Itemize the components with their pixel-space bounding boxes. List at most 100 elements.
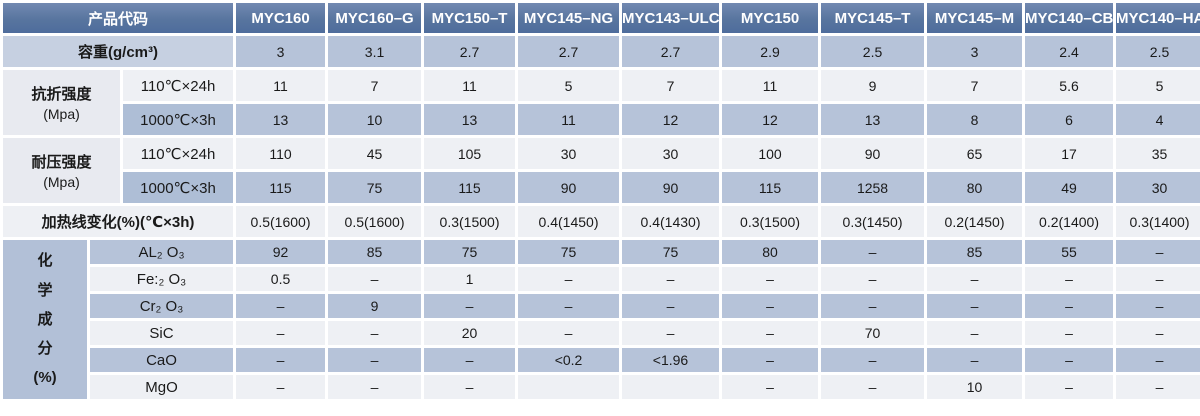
sic-value: – [722, 321, 819, 345]
mgo-value: – [821, 375, 925, 399]
density-value: 3 [236, 36, 326, 67]
compressive-110c-value: 35 [1116, 138, 1200, 169]
sic-value: – [1116, 321, 1200, 345]
cr2o3-value: – [1116, 294, 1200, 318]
column-header-myc160-g: MYC160–G [328, 3, 422, 33]
al2o3-value: 75 [424, 240, 516, 264]
column-header-myc140-ha: MYC140–HA [1116, 3, 1200, 33]
density-row-label: 容重(g/cm³) [3, 36, 234, 67]
flexural-110c-value: 7 [622, 70, 720, 101]
cao-value: – [1116, 348, 1200, 372]
mgo-value: 10 [927, 375, 1023, 399]
mgo-value: – [722, 375, 819, 399]
mgo-value: – [236, 375, 326, 399]
cr2o3-value: – [424, 294, 516, 318]
compressive-strength-unit: (Mpa) [43, 174, 80, 190]
compressive-strength-label: 耐压强度 (Mpa) [3, 138, 120, 203]
cao-value: <0.2 [518, 348, 620, 372]
al2o3-value: 92 [236, 240, 326, 264]
mgo-value [622, 375, 720, 399]
compressive-110c-value: 45 [328, 138, 422, 169]
compressive-110c-value: 30 [622, 138, 720, 169]
cr2o3-value: – [622, 294, 720, 318]
compressive-110c-value: 30 [518, 138, 620, 169]
cr2o3-value: – [518, 294, 620, 318]
flexural-1000c-value: 13 [821, 104, 925, 135]
heating-change-value: 0.4(1430) [622, 206, 720, 237]
density-value: 2.5 [821, 36, 925, 67]
compressive-1000c-value: 75 [328, 172, 422, 203]
heating-change-value: 0.3(1400) [1116, 206, 1200, 237]
density-value: 2.7 [518, 36, 620, 67]
column-header-myc140-cb: MYC140–CB [1025, 3, 1114, 33]
sic-value: 70 [821, 321, 925, 345]
cr2o3-value: – [722, 294, 819, 318]
flexural-110c-value: 5.6 [1025, 70, 1114, 101]
column-header-myc145-t: MYC145–T [821, 3, 925, 33]
cao-value: – [424, 348, 516, 372]
flexural-1000c-value: 10 [328, 104, 422, 135]
flexural-110c-value: 5 [518, 70, 620, 101]
cao-value: <1.96 [622, 348, 720, 372]
flexural-110c-value: 9 [821, 70, 925, 101]
chemical-composition-label: 化 学 成 分 (%) [3, 240, 87, 399]
al2o3-value: 75 [622, 240, 720, 264]
sic-sublabel: SiC [90, 321, 234, 345]
flexural-110c-value: 11 [236, 70, 326, 101]
column-header-myc150: MYC150 [722, 3, 819, 33]
compressive-110c-value: 65 [927, 138, 1023, 169]
table-row: Cr₂ O₃ – 9 – – – – – – – – [3, 294, 1200, 318]
sic-value: – [927, 321, 1023, 345]
fe2o3-value: – [1116, 267, 1200, 291]
fe2o3-value: – [821, 267, 925, 291]
fe2o3-value: – [328, 267, 422, 291]
heating-change-value: 0.2(1400) [1025, 206, 1114, 237]
compressive-strength-name: 耐压强度 [31, 154, 92, 171]
flexural-110c-sublabel: 110℃×24h [123, 70, 234, 101]
cr2o3-value: – [236, 294, 326, 318]
heating-change-value: 0.2(1450) [927, 206, 1023, 237]
table-row: 产品代码 MYC160 MYC160–G MYC150–T MYC145–NG … [3, 3, 1200, 33]
column-header-myc145-m: MYC145–M [927, 3, 1023, 33]
product-code-header-label: 产品代码 [3, 3, 234, 33]
fe2o3-value: – [1025, 267, 1114, 291]
cao-value: – [236, 348, 326, 372]
table-row: 1000℃×3h 115 75 115 90 90 115 1258 80 49… [3, 172, 1200, 203]
fe2o3-value: 1 [424, 267, 516, 291]
table-row: CaO – – – <0.2 <1.96 – – – – – [3, 348, 1200, 372]
compressive-1000c-value: 90 [518, 172, 620, 203]
density-value: 3.1 [328, 36, 422, 67]
compressive-1000c-sublabel: 1000℃×3h [123, 172, 234, 203]
cr2o3-value: – [927, 294, 1023, 318]
density-value: 2.9 [722, 36, 819, 67]
compressive-1000c-value: 90 [622, 172, 720, 203]
column-header-myc150-t: MYC150–T [424, 3, 516, 33]
mgo-sublabel: MgO [90, 375, 234, 399]
flexural-1000c-sublabel: 1000℃×3h [123, 104, 234, 135]
heating-change-value: 0.4(1450) [518, 206, 620, 237]
table-row: 加热线变化(%)(℃×3h) 0.5(1600) 0.5(1600) 0.3(1… [3, 206, 1200, 237]
table-row: MgO – – – – – 10 – – [3, 375, 1200, 399]
table-row: 化 学 成 分 (%) AL₂ O₃ 92 85 75 75 75 80 – 8… [3, 240, 1200, 399]
flexural-1000c-value: 11 [518, 104, 620, 135]
flexural-strength-unit: (Mpa) [43, 106, 80, 122]
density-value: 2.5 [1116, 36, 1200, 67]
al2o3-value: 85 [328, 240, 422, 264]
compressive-1000c-value: 30 [1116, 172, 1200, 203]
flexural-110c-value: 11 [722, 70, 819, 101]
cr2o3-value: – [1025, 294, 1114, 318]
flexural-110c-value: 11 [424, 70, 516, 101]
fe2o3-value: – [722, 267, 819, 291]
al2o3-value: 75 [518, 240, 620, 264]
table-row: 容重(g/cm³) 3 3.1 2.7 2.7 2.7 2.9 2.5 3 2.… [3, 36, 1200, 67]
compressive-1000c-value: 1258 [821, 172, 925, 203]
al2o3-sublabel: AL₂ O₃ [90, 240, 234, 264]
fe2o3-value: – [622, 267, 720, 291]
flexural-1000c-value: 8 [927, 104, 1023, 135]
cao-value: – [821, 348, 925, 372]
mgo-value: – [1116, 375, 1200, 399]
mgo-value: – [1025, 375, 1114, 399]
cr2o3-sublabel: Cr₂ O₃ [90, 294, 234, 318]
flexural-strength-name: 抗折强度 [31, 86, 92, 103]
table-row: SiC – – 20 – – – 70 – – – [3, 321, 1200, 345]
